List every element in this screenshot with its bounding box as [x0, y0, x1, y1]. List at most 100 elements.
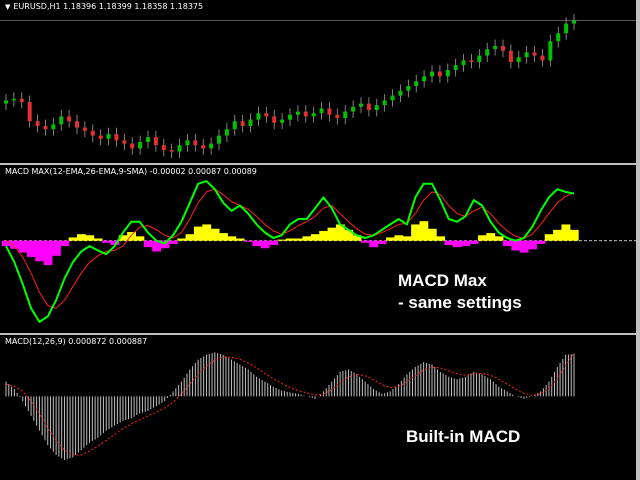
candle-body: [114, 134, 119, 141]
candle-body: [327, 108, 332, 115]
histogram-bar: [569, 229, 579, 241]
histogram-bar: [494, 236, 504, 241]
histogram-bar: [210, 228, 220, 241]
candle-body: [556, 33, 561, 42]
candle-body: [98, 135, 103, 139]
histogram-bar: [536, 240, 546, 244]
histogram-bar: [519, 240, 529, 253]
histogram-bar: [235, 238, 245, 241]
candle-body: [27, 102, 32, 122]
candle-body: [437, 71, 442, 77]
candle-body: [59, 116, 64, 125]
slow-signal-line: [5, 188, 575, 309]
histogram-bar: [77, 234, 86, 241]
candle-body: [493, 46, 498, 50]
candle-body: [67, 116, 72, 122]
candle-body: [295, 111, 300, 115]
histogram-bar: [477, 235, 487, 241]
candle-body: [564, 23, 569, 34]
macd-max-plot: [1, 180, 636, 323]
histogram-bar: [361, 240, 370, 243]
histogram-bar: [18, 240, 28, 253]
candle-body: [382, 100, 387, 106]
candle-body: [501, 46, 505, 51]
histogram-bar: [35, 240, 45, 262]
candle-body: [311, 113, 316, 117]
histogram-bar: [143, 240, 153, 248]
candle-body: [572, 20, 576, 24]
candle-body: [343, 111, 348, 118]
builtin-macd-plot: [5, 352, 575, 460]
histogram-bar: [51, 240, 61, 256]
candle-body: [161, 145, 166, 150]
candle-body: [193, 140, 198, 146]
histogram-bar: [202, 224, 212, 241]
pane-separator[interactable]: [0, 163, 640, 165]
candle-body: [232, 121, 237, 130]
candle-body: [146, 137, 150, 142]
histogram-bar: [352, 235, 362, 241]
histogram-bar: [68, 237, 78, 241]
price-chart-pane[interactable]: ▼ EURUSD,H1 1.18396 1.18399 1.18358 1.183…: [0, 0, 636, 163]
macd-max-title: MACD MAX(12-EMA,26-EMA,9-SMA) -0.00002 0…: [5, 167, 257, 176]
macd-max-pane[interactable]: MACD MAX(12-EMA,26-EMA,9-SMA) -0.00002 0…: [0, 165, 636, 333]
candle-body: [461, 60, 466, 66]
histogram-bar: [327, 227, 337, 241]
histogram-bar: [319, 230, 329, 241]
histogram-bar: [528, 240, 537, 250]
histogram-bar: [177, 238, 187, 241]
histogram-bar: [302, 236, 312, 241]
histogram-bar: [369, 240, 379, 248]
histogram-bar: [461, 240, 471, 247]
candle-body: [4, 100, 8, 104]
candle-body: [406, 86, 411, 91]
candle-body: [51, 124, 56, 130]
candle-body: [516, 57, 521, 62]
candle-body: [532, 52, 537, 56]
histogram-bar: [469, 240, 479, 244]
candle-body: [264, 113, 269, 117]
candle-body: [82, 127, 87, 131]
histogram-bar: [93, 238, 103, 241]
candle-body: [469, 60, 474, 62]
macd-max-annotation-line1: MACD Max: [398, 271, 487, 290]
histogram-bar: [1, 240, 11, 247]
candle-body: [106, 134, 111, 139]
candle-body: [280, 119, 285, 123]
builtin-macd-pane[interactable]: MACD(12,26,9) 0.000872 0.000887 Built-in…: [0, 335, 636, 480]
histogram-bar: [110, 240, 120, 246]
candle-body: [43, 126, 48, 130]
pane-separator[interactable]: [0, 333, 640, 335]
dropdown-arrow-icon[interactable]: ▼: [5, 3, 11, 11]
histogram-bar: [294, 238, 304, 241]
histogram-bar: [486, 233, 496, 241]
histogram-bar: [168, 240, 178, 244]
candle-body: [138, 142, 143, 149]
candle-body: [217, 135, 221, 144]
histogram-bar: [160, 240, 170, 249]
candle-body: [319, 108, 324, 114]
histogram-bar: [386, 237, 395, 241]
candle-body: [430, 71, 434, 77]
histogram-bar: [344, 229, 354, 241]
candle-body: [548, 41, 553, 61]
histogram-bar: [269, 240, 278, 246]
macd-max-header: MACD MAX(12-EMA,26-EMA,9-SMA) -0.00002 0…: [5, 167, 257, 176]
histogram-bar: [193, 226, 203, 241]
price-pane-title: EURUSD,H1 1.18396 1.18399 1.18358 1.1837…: [13, 2, 204, 11]
histogram-bar: [310, 234, 320, 241]
histogram-bar: [335, 224, 345, 241]
candle-body: [288, 114, 292, 120]
candle-body: [201, 145, 206, 149]
histogram-bar: [402, 236, 412, 241]
histogram-bar: [419, 221, 429, 241]
candle-body: [272, 116, 277, 123]
candle-body: [398, 90, 403, 96]
histogram-bar: [511, 240, 521, 251]
candle-body: [185, 140, 190, 146]
candle-body: [19, 98, 24, 102]
builtin-macd-title: MACD(12,26,9) 0.000872 0.000887: [5, 337, 148, 346]
candle-body: [75, 121, 79, 128]
candle-body: [351, 106, 356, 112]
histogram-bar: [394, 235, 404, 241]
